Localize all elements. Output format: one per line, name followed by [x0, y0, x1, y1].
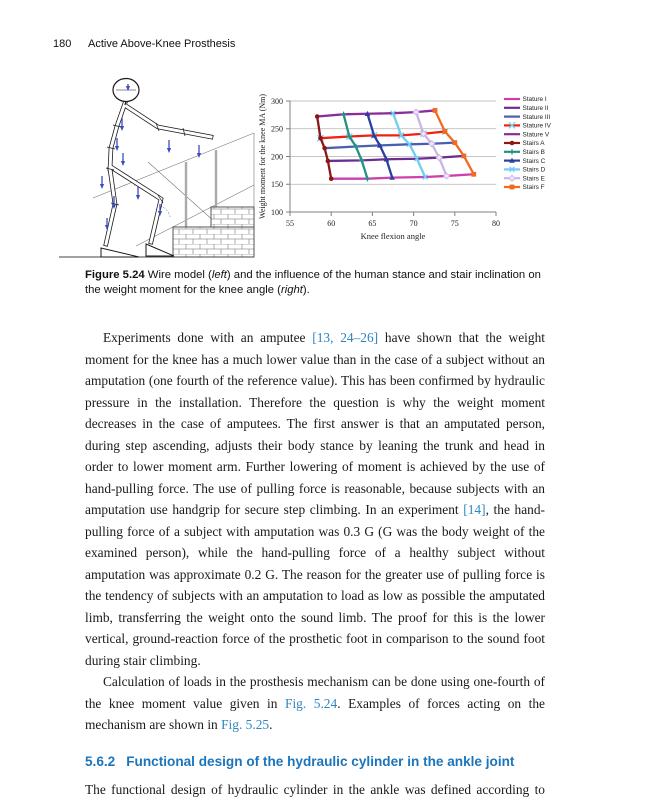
chart-legend-entry: Stairs B: [523, 149, 545, 156]
svg-text:Knee flexion angle: Knee flexion angle: [361, 231, 426, 241]
svg-text:55: 55: [286, 219, 294, 228]
svg-text:75: 75: [451, 219, 459, 228]
text-segment: Calculation of loads in the prosthesis m…: [85, 674, 545, 711]
reference-link[interactable]: [13, 24–26]: [312, 330, 379, 345]
chart-legend-entry: Stairs A: [523, 140, 546, 147]
wire-model-figure: [56, 74, 256, 269]
chart-legend-entry: Stairs E: [523, 175, 545, 182]
text-segment: Experiments done with an amputee: [103, 330, 313, 345]
chart-legend-entry: Stairs C: [523, 158, 546, 165]
text-segment: Wire model (: [144, 269, 212, 281]
svg-text:250: 250: [271, 125, 283, 134]
svg-text:70: 70: [410, 219, 418, 228]
paragraph: The functional design of hydraulic cylin…: [85, 779, 545, 800]
text-segment: Figure 5.24: [85, 269, 145, 281]
paragraph: Calculation of loads in the prosthesis m…: [85, 671, 545, 736]
chart-legend-entry: Stature II: [523, 105, 549, 112]
chart-legend-entry: Stature IV: [523, 123, 552, 130]
text-segment: , the hand-pulling force of a subject wi…: [85, 502, 546, 668]
chart-legend-entry: Stature III: [523, 114, 551, 121]
moment-chart-figure: 100 150 200 250 300 55 60 65 70 75 80 Stature I Stat…: [256, 76, 638, 267]
page-number: 180: [53, 38, 72, 50]
svg-text:Weight moment for the knee MA: Weight moment for the knee MA (Nm): [258, 94, 267, 219]
text-segment: have shown that the weight moment for th…: [85, 330, 546, 517]
svg-text:300: 300: [271, 97, 283, 106]
wire-model-drawing: [59, 77, 255, 258]
reference-link[interactable]: Fig. 5.24: [285, 695, 338, 711]
chart-legend-entry: Stairs D: [523, 167, 546, 174]
chart-legend-entry: Stature I: [523, 96, 547, 103]
section-title: Functional design of the hydraulic cylin…: [126, 753, 515, 769]
reference-link[interactable]: [14]: [463, 502, 486, 517]
svg-text:80: 80: [492, 219, 500, 228]
text-segment: left: [211, 269, 227, 281]
section-number: 5.6.2: [85, 753, 116, 769]
moment-chart: 100 150 200 250 300 55 60 65 70 75 80 Stature I Stat…: [258, 94, 552, 241]
svg-text:65: 65: [368, 219, 376, 228]
svg-text:150: 150: [271, 180, 283, 189]
svg-text:60: 60: [327, 219, 335, 228]
text-segment: . Examples of forces acting on the mecha…: [85, 695, 545, 733]
running-title: Active Above-Knee Prosthesis: [88, 38, 236, 50]
chart-legend-entry: Stature V: [523, 131, 550, 138]
text-segment: right: [280, 283, 303, 296]
paragraph: Experiments done with an amputee [13, 24…: [85, 327, 545, 671]
text-segment: ).: [302, 283, 310, 296]
figure-caption: Figure 5.24 Wire model (left) and the in…: [85, 268, 547, 297]
text-segment: .: [269, 717, 273, 732]
body-text-column: Experiments done with an amputee [13, 24…: [85, 327, 545, 800]
text-segment: The functional design of hydraulic cylin…: [85, 782, 545, 797]
svg-text:200: 200: [271, 152, 283, 161]
svg-text:100: 100: [271, 208, 283, 217]
reference-link[interactable]: Fig. 5.25: [221, 717, 270, 732]
chart-legend-entry: Stairs F: [523, 184, 545, 191]
section-heading: 5.6.2 Functional design of the hydraulic …: [85, 751, 545, 773]
text-segment: ) and the influence of the human stance …: [85, 269, 541, 296]
